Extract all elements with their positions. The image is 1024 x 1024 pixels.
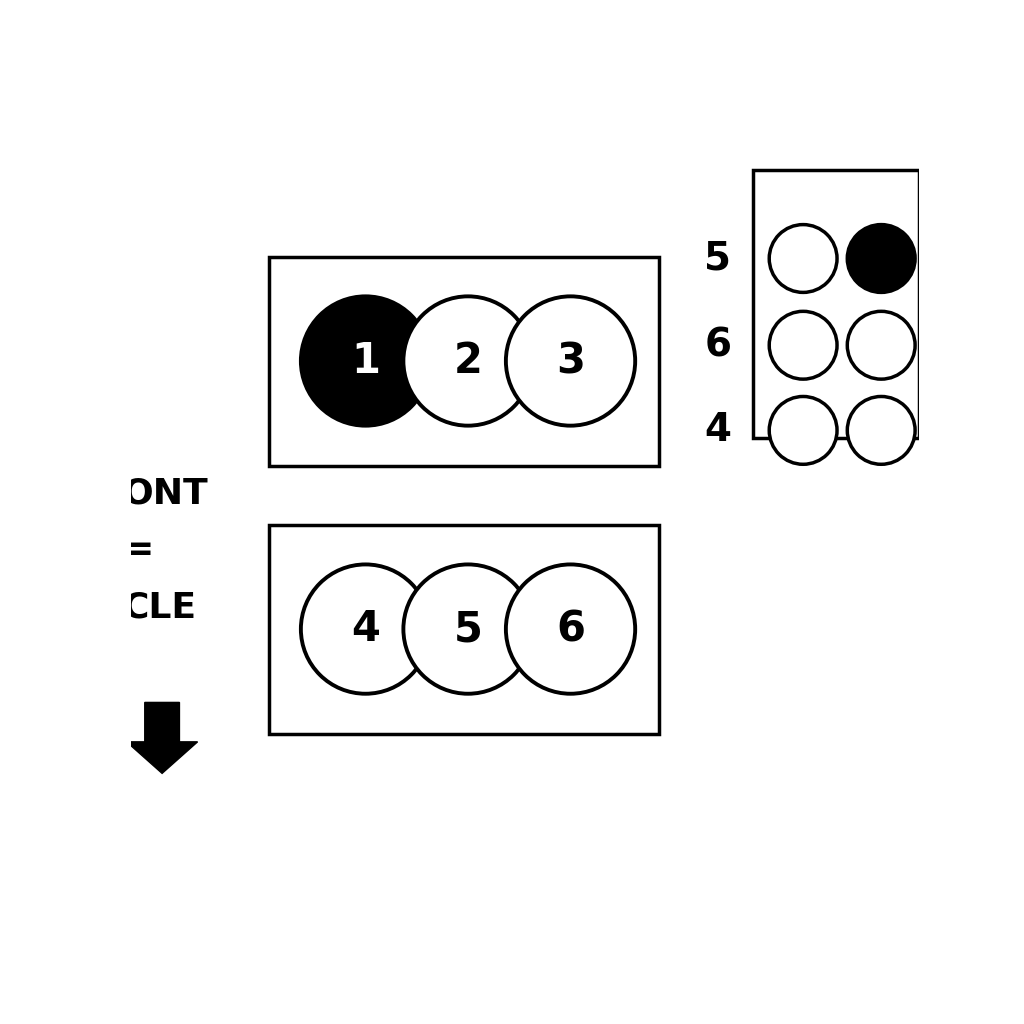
Circle shape <box>403 296 532 426</box>
Text: 2: 2 <box>454 340 482 382</box>
Text: 6: 6 <box>556 608 585 650</box>
Text: 3: 3 <box>556 340 585 382</box>
Text: 6: 6 <box>705 327 731 365</box>
Circle shape <box>506 564 635 693</box>
Circle shape <box>847 396 915 464</box>
Circle shape <box>301 564 430 693</box>
Text: ONT: ONT <box>123 476 209 511</box>
Circle shape <box>301 296 430 426</box>
Polygon shape <box>127 702 198 773</box>
Text: 4: 4 <box>351 608 380 650</box>
Bar <box>268 257 658 466</box>
Bar <box>754 170 920 438</box>
Text: 1: 1 <box>351 340 380 382</box>
Text: 5: 5 <box>454 608 482 650</box>
Circle shape <box>769 396 837 464</box>
Circle shape <box>769 311 837 379</box>
Circle shape <box>506 296 635 426</box>
Circle shape <box>847 224 915 293</box>
Text: CLE: CLE <box>123 590 197 624</box>
Bar <box>268 525 658 734</box>
Circle shape <box>403 564 532 693</box>
Text: 5: 5 <box>705 240 731 278</box>
Text: =: = <box>123 534 153 567</box>
Circle shape <box>769 224 837 293</box>
Text: 4: 4 <box>705 412 731 450</box>
Circle shape <box>847 311 915 379</box>
